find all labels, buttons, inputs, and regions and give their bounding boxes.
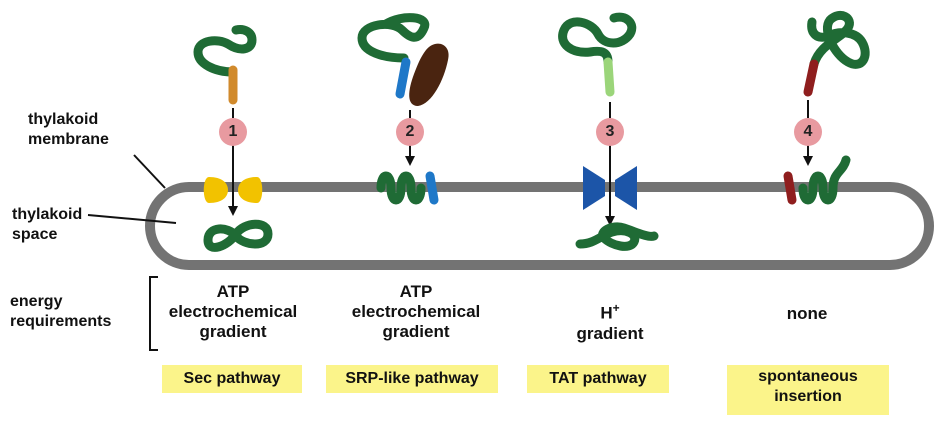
srp-inserted-signal [425, 171, 439, 205]
space-label-line2: space [12, 226, 58, 243]
pathway-tat-label: TAT pathway [549, 370, 647, 387]
srp-pathway-graphic [357, 13, 449, 205]
energy-spont-line1: none [786, 304, 828, 323]
membrane-label-line1: thylakoid [28, 111, 99, 128]
srp-inserted-protein [376, 171, 426, 205]
pathway-srp: SRP-like pathway [326, 365, 498, 393]
pathway-spont: spontaneous insertion [727, 365, 889, 415]
energy-srp-line3: gradient [382, 322, 450, 341]
membrane-label-line2: membrane [28, 131, 109, 148]
spont-inserted-protein [798, 155, 851, 205]
tat-arrow-head [605, 216, 615, 226]
energy-sec: ATP electrochemical gradient [148, 282, 318, 342]
energy-bracket [149, 276, 158, 351]
spont-arrow-head [803, 156, 813, 166]
spontaneous-pathway-graphic [783, 11, 870, 205]
srp-particle [409, 43, 449, 106]
thylakoid-space-label: thylakoid space [12, 205, 82, 245]
pathway-sec: Sec pathway [162, 365, 302, 393]
pathway-spont-line2: insertion [774, 388, 842, 405]
srp-arrow-head [405, 156, 415, 166]
thylakoid-membrane [145, 182, 934, 270]
sec-channel-left [203, 177, 228, 203]
pathway-tat: TAT pathway [527, 365, 669, 393]
tat-signal-peptide [603, 57, 615, 97]
membrane-pointer-line [133, 154, 166, 189]
energy-srp-line1: ATP [399, 282, 433, 301]
sec-arrow-head [228, 206, 238, 216]
energy-tat-h: H [600, 303, 613, 323]
step-2-badge: 2 [396, 118, 424, 146]
srp-signal-peptide [395, 57, 411, 99]
pathway-spont-line1: spontaneous [758, 368, 858, 385]
sec-precursor-protein [193, 25, 257, 77]
space-pointer-line [87, 214, 177, 224]
energy-label-line1: energy [10, 293, 63, 310]
energy-tat: H+ gradient [525, 298, 695, 344]
spont-inserted-signal [783, 171, 797, 205]
pathway-srp-label: SRP-like pathway [345, 370, 479, 387]
energy-tat-line1: H+ [525, 298, 695, 324]
sec-pathway-graphic [193, 25, 273, 252]
energy-sec-line1: ATP [216, 282, 250, 301]
energy-label-line2: requirements [10, 313, 112, 330]
energy-sec-line2: electrochemical [168, 302, 298, 321]
energy-srp: ATP electrochemical gradient [331, 282, 501, 342]
energy-spont: none [722, 304, 892, 324]
energy-sec-line3: gradient [199, 322, 267, 341]
step-1-badge: 1 [219, 118, 247, 146]
tat-translocated-protein [575, 222, 659, 251]
energy-tat-line2: gradient [576, 323, 644, 343]
sec-channel-right [238, 177, 263, 203]
tat-precursor-protein [558, 12, 637, 67]
energy-requirements-label: energy requirements [10, 292, 111, 332]
step-4-badge: 4 [794, 118, 822, 146]
pathway-sec-label: Sec pathway [183, 370, 281, 387]
spont-signal-peptide [803, 59, 819, 97]
energy-tat-plus: + [612, 301, 620, 315]
energy-srp-line2: electrochemical [351, 302, 481, 321]
tat-pathway-graphic [558, 12, 659, 251]
sec-translocated-protein [203, 219, 273, 252]
tat-channel-right [615, 166, 637, 210]
step-3-badge: 3 [596, 118, 624, 146]
spont-precursor-protein [807, 11, 870, 69]
srp-precursor-protein [357, 13, 430, 63]
space-label-line1: thylakoid [12, 206, 83, 223]
tat-channel-left [583, 166, 605, 210]
thylakoid-membrane-label: thylakoid membrane [28, 110, 109, 150]
